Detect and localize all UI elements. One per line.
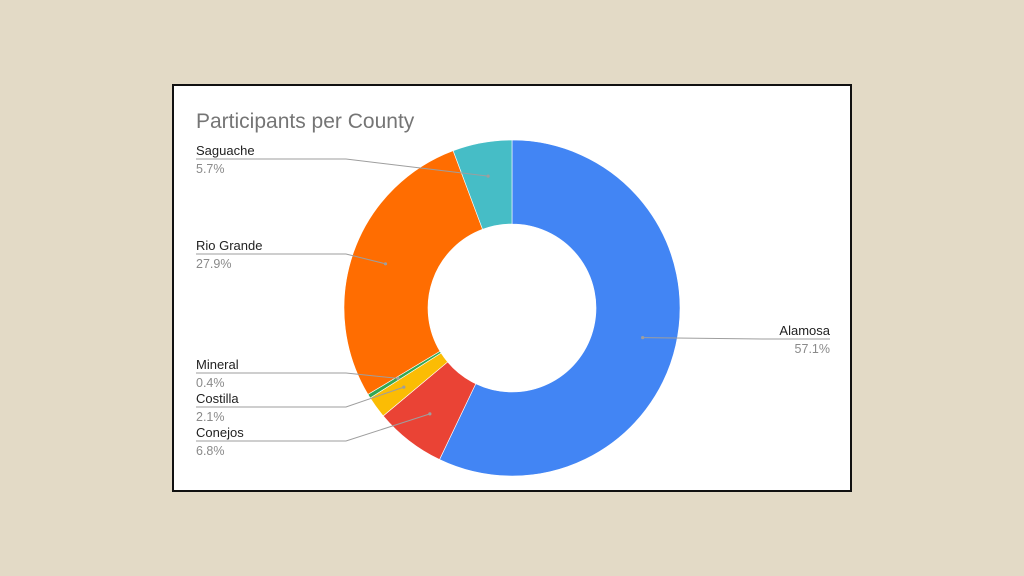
slice-rio-grande[interactable] [343, 150, 483, 395]
chart-card: Participants per County Alamosa 57.1% Cone… [172, 84, 852, 492]
leader-line-mineral [196, 372, 399, 379]
slice-alamosa[interactable] [439, 139, 681, 477]
leader-dot-rio-grande [383, 262, 388, 266]
label-saguache: Saguache [196, 143, 255, 158]
label-pct-rio-grande: 27.9% [196, 257, 231, 271]
leader-line-saguache [196, 158, 489, 177]
label-pct-mineral: 0.4% [196, 376, 225, 390]
label-pct-conejos: 6.8% [196, 444, 225, 458]
leader-line-rio-grande [196, 253, 386, 265]
label-pct-costilla: 2.1% [196, 410, 225, 424]
chart-title: Participants per County [196, 110, 415, 133]
label-mineral: Mineral [196, 357, 239, 372]
leader-dot-conejos [428, 412, 432, 416]
leader-dot-mineral [396, 376, 400, 380]
label-rio-grande: Rio Grande [196, 238, 262, 253]
label-alamosa: Alamosa [779, 323, 830, 338]
slices-group [343, 139, 681, 477]
leader-dot-alamosa [641, 336, 645, 340]
label-conejos: Conejos [196, 425, 244, 440]
leader-line-costilla [196, 386, 405, 408]
leader-dot-saguache [486, 174, 490, 178]
label-pct-alamosa: 57.1% [795, 342, 830, 356]
leader-line-conejos [196, 413, 431, 442]
leader-dot-costilla [402, 385, 406, 389]
labels-group: Alamosa 57.1% Conejos 6.8% Costilla 2.1% Miner… [196, 143, 831, 458]
leader-line-alamosa [642, 337, 830, 340]
donut-chart: Participants per County Alamosa 57.1% Cone… [196, 110, 831, 477]
label-costilla: Costilla [196, 391, 239, 406]
slice-saguache[interactable] [452, 139, 513, 230]
label-pct-saguache: 5.7% [196, 162, 225, 176]
